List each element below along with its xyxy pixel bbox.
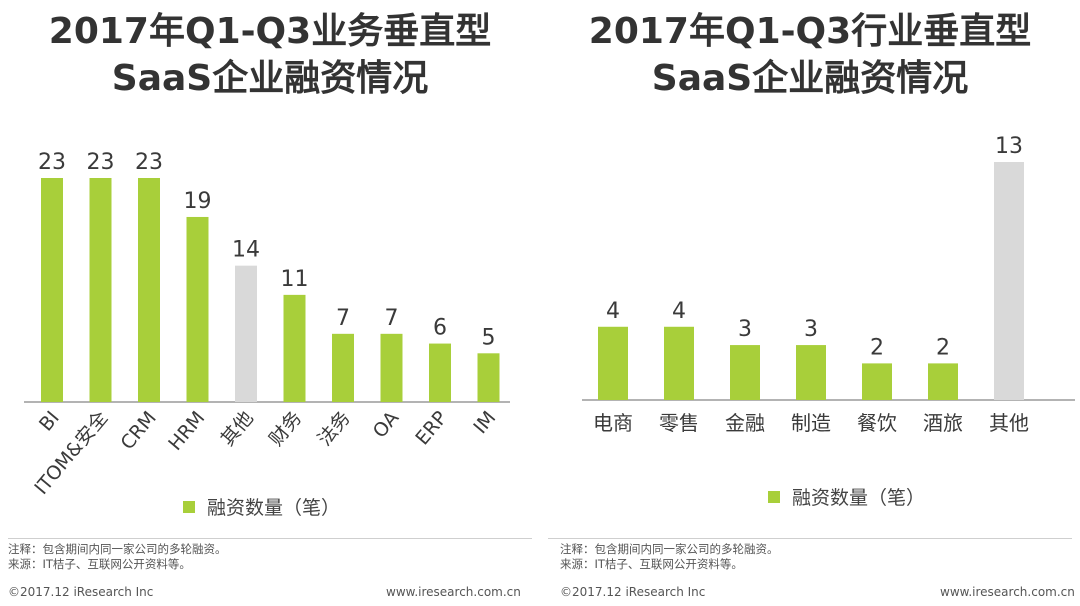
tick-label: 其他 — [217, 407, 258, 450]
data-label: 2 — [870, 335, 884, 360]
bar — [41, 178, 63, 402]
bar — [89, 178, 112, 402]
tick-label: 法务 — [314, 407, 355, 450]
bar — [380, 333, 403, 402]
data-label: 19 — [184, 189, 212, 214]
bar — [429, 343, 451, 402]
legend-swatch — [183, 500, 195, 513]
data-label: 14 — [232, 238, 260, 263]
bar — [730, 345, 760, 400]
left-chart-title: 2017年Q1-Q3业务垂直型 SaaS企业融资情况 — [0, 8, 540, 102]
data-label: 11 — [281, 267, 309, 292]
tick-label: CRM — [116, 407, 160, 454]
left-copyright: ©2017.12 iResearch Inc — [8, 585, 154, 599]
data-label: 4 — [606, 299, 620, 324]
data-label: 7 — [385, 306, 399, 331]
left-source: 来源：IT桔子、互联网公开资料等。 — [8, 557, 191, 571]
left-bar-chart: 23BI23ITOM&安全23CRM19HRM14其他11财务7法务7OA6ER… — [24, 150, 510, 499]
data-label: 2 — [936, 335, 950, 360]
right-source: 来源：IT桔子、互联网公开资料等。 — [560, 557, 743, 571]
bar — [862, 363, 892, 400]
tick-label: IM — [469, 407, 500, 438]
bar — [664, 326, 694, 400]
data-label: 5 — [482, 325, 496, 350]
tick-label: 餐饮 — [857, 411, 897, 435]
legend-label: 融资数量（笔） — [207, 497, 341, 519]
divider — [548, 538, 1072, 539]
left-site: www.iresearch.com.cn — [386, 585, 521, 599]
tick-label: ERP — [411, 407, 451, 449]
right-site: www.iresearch.com.cn — [940, 585, 1075, 599]
right-legend: 融资数量（笔） — [768, 483, 925, 510]
divider — [8, 538, 532, 539]
data-label: 13 — [995, 134, 1023, 159]
bar — [598, 326, 628, 400]
tick-label: 金融 — [725, 411, 765, 435]
data-label: 23 — [135, 150, 163, 175]
right-chart-title: 2017年Q1-Q3行业垂直型 SaaS企业融资情况 — [540, 8, 1080, 102]
tick-label: BI — [35, 407, 64, 435]
right-note: 注释：包含期间内同一家公司的多轮融资。 — [560, 542, 779, 556]
data-label: 6 — [433, 316, 447, 341]
data-label: 4 — [672, 299, 686, 324]
data-label: 23 — [38, 150, 66, 175]
tick-label: 其他 — [989, 411, 1029, 435]
tick-label: 酒旅 — [923, 411, 963, 435]
bar — [994, 162, 1024, 400]
legend-label: 融资数量（笔） — [792, 487, 926, 509]
data-label: 3 — [738, 317, 752, 342]
tick-label: OA — [369, 407, 404, 442]
bar — [283, 294, 306, 402]
bar — [477, 353, 500, 402]
left-note: 注释：包含期间内同一家公司的多轮融资。 — [8, 542, 227, 556]
right-copyright: ©2017.12 iResearch Inc — [560, 585, 706, 599]
tick-label: HRM — [164, 407, 209, 455]
data-label: 3 — [804, 317, 818, 342]
bar — [796, 345, 826, 400]
right-title-line1: 2017年Q1-Q3行业垂直型 — [588, 11, 1032, 52]
tick-label: 零售 — [659, 411, 699, 435]
tick-label: 制造 — [791, 411, 831, 435]
left-panel: 2017年Q1-Q3业务垂直型 SaaS企业融资情况 23 BI 23 ITOM&安全… — [0, 8, 540, 599]
left-title-line1: 2017年Q1-Q3业务垂直型 — [48, 11, 492, 52]
right-panel: 2017年Q1-Q3行业垂直型 SaaS企业融资情况 4 电商 4 零售 3 金融 3 制造 2… — [540, 0, 1080, 606]
bar — [928, 363, 958, 400]
legend-swatch — [768, 490, 780, 503]
bar — [138, 178, 160, 402]
bar — [235, 265, 257, 402]
bar — [186, 216, 209, 402]
tick-label: 财务 — [265, 407, 306, 450]
data-label: 23 — [87, 150, 115, 175]
data-label: 7 — [336, 306, 350, 331]
tick-label: 电商 — [593, 411, 633, 435]
bar — [332, 333, 354, 402]
left-title-line2: SaaS企业融资情况 — [111, 58, 429, 99]
right-bar-chart: 4 电商 4 零售 3 金融 3 制造 2 餐饮 2 酒旅 13 其他 — [582, 134, 1075, 435]
right-title-line2: SaaS企业融资情况 — [651, 58, 969, 99]
left-legend: 融资数量（笔） — [183, 493, 340, 520]
